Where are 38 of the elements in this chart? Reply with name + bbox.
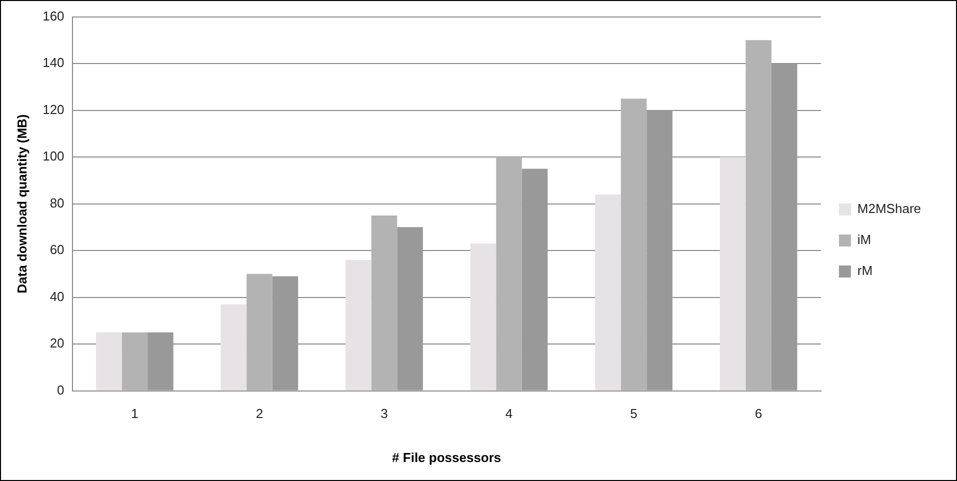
bar	[148, 332, 174, 390]
y-tick-label: 40	[50, 288, 64, 304]
y-tick-label: 160	[42, 8, 64, 24]
y-tick-label: 140	[42, 55, 64, 70]
bar	[620, 98, 647, 390]
y-tick-label: 0	[57, 382, 64, 398]
x-tick-label: 6	[754, 406, 762, 422]
bar	[272, 276, 298, 390]
bar	[771, 64, 798, 390]
legend-label: iM	[857, 232, 872, 248]
bar	[246, 274, 272, 390]
bar	[470, 244, 496, 390]
bar	[96, 332, 122, 390]
x-tick-label: 4	[505, 406, 513, 422]
bar	[595, 194, 621, 390]
legend-label: rM	[857, 263, 873, 278]
y-tick-label: 80	[50, 195, 64, 210]
bar	[746, 40, 772, 390]
y-tick-label: 100	[42, 148, 64, 164]
bar	[646, 110, 672, 390]
x-tick-label: 5	[630, 406, 638, 422]
y-tick-label: 120	[42, 102, 64, 117]
bar	[220, 304, 247, 390]
x-axis-title: # File possessors	[392, 450, 502, 465]
bar	[397, 227, 423, 390]
x-tick-label: 2	[256, 406, 264, 422]
bar	[496, 157, 522, 390]
bar	[371, 215, 398, 390]
y-axis-title: Data download quantity (MB)	[14, 114, 30, 294]
bar	[122, 332, 148, 390]
x-tick-label: 3	[380, 406, 388, 422]
bar	[346, 260, 372, 390]
legend-label: M2MShare	[857, 201, 921, 216]
bar	[720, 157, 746, 390]
y-tick-label: 20	[50, 336, 64, 351]
y-tick-label: 60	[50, 242, 64, 258]
bar	[522, 168, 548, 390]
x-tick-label: 1	[131, 406, 138, 422]
